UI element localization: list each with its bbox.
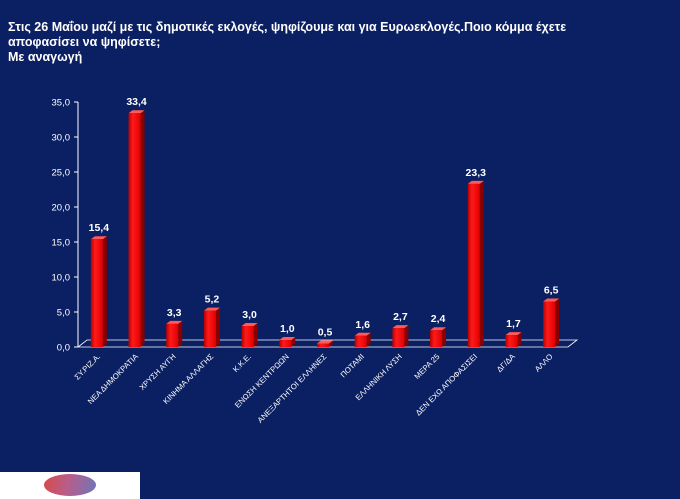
- value-label: 33,4: [126, 96, 147, 108]
- value-label: 0,5: [318, 327, 333, 339]
- y-tick-label: 30,0: [52, 133, 71, 144]
- value-label: 2,4: [431, 313, 446, 325]
- chart-axes: 0,0 5,0 10,0 15,0 20,0 25,0 30,0 35,0: [52, 98, 579, 354]
- bar-front: [467, 183, 480, 347]
- bar-side: [555, 298, 560, 347]
- chart-title: Στις 26 Μαΐου μαζί με τις δημοτικές εκλο…: [8, 20, 668, 65]
- bar-top: [241, 323, 258, 326]
- bar-front: [317, 343, 329, 347]
- bar-top: [467, 180, 484, 184]
- bar-side: [404, 325, 409, 347]
- y-tick-label: 15,0: [52, 238, 71, 249]
- bar-top: [128, 110, 145, 114]
- value-label: 3,0: [242, 309, 257, 321]
- category-label: ΧΡΥΣΗ ΑΥΓΗ: [138, 352, 178, 392]
- category-label: Κ.Κ.Ε.: [231, 352, 253, 374]
- bar: [241, 323, 258, 347]
- bar: [467, 180, 484, 347]
- bar-top: [392, 325, 409, 329]
- bar-front: [543, 301, 556, 347]
- title-line-3: Με αναγωγή: [8, 50, 83, 64]
- bar-front: [505, 335, 518, 347]
- value-label: 3,3: [167, 307, 182, 319]
- bar-side: [442, 327, 447, 347]
- logo-icon: [44, 474, 96, 496]
- bar-top: [279, 337, 296, 340]
- bar-side: [102, 236, 107, 347]
- bar-front: [203, 310, 216, 347]
- bar-side: [517, 332, 522, 347]
- bar-side: [479, 180, 484, 347]
- y-tick-label: 0,0: [57, 343, 70, 354]
- y-tick-label: 10,0: [52, 273, 71, 284]
- bar: [279, 337, 296, 347]
- title-line-1: Στις 26 Μαΐου μαζί με τις δημοτικές εκλο…: [8, 20, 567, 34]
- bar-front: [241, 326, 254, 347]
- bar-front: [166, 323, 179, 347]
- bar-side: [329, 340, 333, 347]
- bar-top: [505, 332, 522, 336]
- bar-front: [354, 335, 367, 347]
- bar-front: [430, 330, 443, 347]
- bar: [392, 325, 409, 347]
- bar: [203, 307, 220, 347]
- bar-side: [253, 323, 258, 347]
- value-label: 6,5: [544, 285, 559, 297]
- bar: [90, 236, 107, 347]
- chart-bars: [90, 110, 560, 347]
- value-label: 2,7: [393, 311, 408, 323]
- bar-top: [430, 327, 447, 331]
- value-label: 1,0: [280, 323, 295, 335]
- bar: [128, 110, 145, 347]
- bar-side: [215, 307, 220, 347]
- category-label: ΔΕΝ ΕΧΩ ΑΠΟΦΑΣΙΣΕΙ: [414, 352, 479, 417]
- value-label: 1,7: [506, 318, 521, 330]
- category-label: ΠΟΤΑΜΙ: [339, 352, 366, 379]
- bar: [317, 340, 333, 347]
- category-label: ΑΝΕΞΑΡΤΗΤΟΙ ΕΛΛΗΝΕΣ: [256, 352, 329, 425]
- bar-front: [90, 239, 103, 347]
- category-label: ΑΛΛΟ: [533, 352, 555, 374]
- bar-side: [366, 332, 371, 347]
- bar: [543, 298, 560, 347]
- bar-top: [90, 236, 107, 240]
- footer-logo-panel: [0, 472, 140, 499]
- bar-side: [178, 320, 183, 347]
- bar-front: [279, 340, 292, 347]
- bar-front: [128, 113, 141, 347]
- y-tick-label: 20,0: [52, 203, 71, 214]
- bar-top: [354, 332, 371, 336]
- y-tick-label: 5,0: [57, 308, 70, 319]
- value-label: 5,2: [205, 294, 220, 306]
- value-label: 1,6: [355, 319, 370, 331]
- bar-side: [140, 110, 145, 347]
- bar: [430, 327, 447, 347]
- bar-side: [291, 337, 296, 347]
- y-tick-label: 25,0: [52, 168, 71, 179]
- category-label: ΜΕΡΑ 25: [413, 352, 442, 381]
- chart-floor: [76, 339, 579, 348]
- category-label: ΣΥ.ΡΙΖ.Α.: [73, 352, 103, 382]
- bar-top: [543, 298, 560, 302]
- bar-top: [317, 340, 333, 344]
- bar: [505, 332, 522, 347]
- bar-top: [166, 320, 183, 324]
- bar: [166, 320, 183, 347]
- value-label: 23,3: [466, 167, 487, 179]
- value-label: 15,4: [89, 222, 110, 234]
- y-tick-label: 35,0: [52, 98, 71, 109]
- title-line-2: αποφασίσει να ψηφίσετε;: [8, 35, 161, 49]
- bar-front: [392, 328, 405, 347]
- bar: [354, 332, 371, 347]
- bar-top: [203, 307, 220, 311]
- category-label: ΔΓ/ΔΑ: [495, 351, 518, 374]
